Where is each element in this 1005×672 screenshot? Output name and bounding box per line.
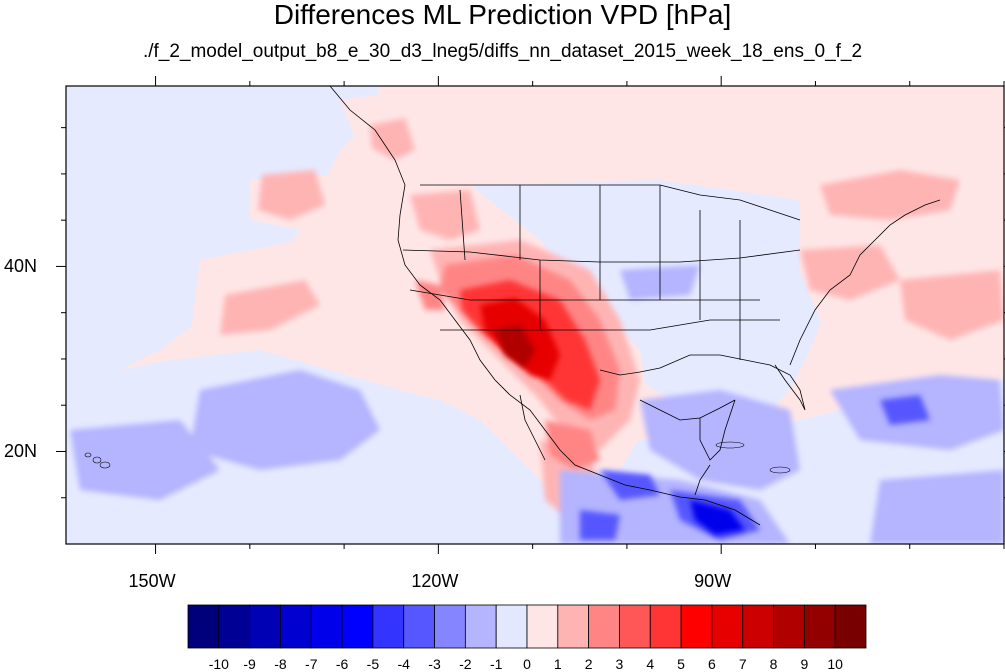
colorbar-swatch — [649, 604, 682, 649]
colorbar-label: -10 — [208, 656, 229, 672]
colorbar-swatch — [834, 604, 867, 649]
colorbar-label: -7 — [305, 656, 318, 672]
lat-label: 20N — [4, 441, 38, 462]
colorbar-swatch — [341, 604, 374, 649]
map-title: Differences ML Prediction VPD [hPa] — [273, 0, 732, 30]
colorbar-swatch — [187, 604, 220, 649]
colorbar-swatch — [680, 604, 713, 649]
colorbar-swatch — [619, 604, 651, 649]
colorbar-swatch — [249, 604, 281, 649]
colorbar-label: 0 — [523, 656, 531, 672]
colorbar-swatch — [711, 604, 744, 649]
colorbar-label: -4 — [397, 656, 410, 672]
lon-label: 90W — [694, 571, 732, 591]
colorbar-swatch — [526, 604, 559, 649]
colorbar-label: -5 — [366, 656, 380, 672]
colorbar-label: -9 — [243, 656, 256, 672]
positive-9-10-regions — [495, 325, 535, 368]
colorbar-swatch — [434, 604, 466, 649]
colorbar — [187, 604, 867, 649]
colorbar-swatch — [218, 604, 251, 649]
negative-6-8-regions — [690, 500, 745, 535]
colorbar-swatch — [773, 604, 805, 649]
map-subtitle: ./f_2_model_output_b8_e_30_d3_lneg5/diff… — [142, 41, 863, 62]
colorbar-label: 1 — [553, 656, 562, 672]
lon-label: 150W — [128, 571, 176, 591]
colorbar-swatch — [557, 604, 590, 649]
colorbar-swatch — [803, 604, 836, 649]
lon-label: 120W — [411, 571, 459, 591]
islands — [84, 441, 791, 474]
colorbar-label: -2 — [459, 656, 472, 672]
plot-frame — [65, 85, 1005, 545]
colorbar-label: 9 — [800, 656, 809, 672]
colorbar-swatch — [403, 604, 435, 649]
colorbar-swatch — [742, 604, 774, 649]
colorbar-label: 10 — [827, 656, 843, 672]
colorbar-label: 2 — [584, 656, 593, 672]
colorbar-label: 3 — [615, 656, 624, 672]
colorbar-swatch — [495, 604, 528, 649]
colorbar-label: -1 — [489, 656, 503, 672]
colorbar-swatch — [372, 604, 405, 649]
colorbar-swatch — [280, 604, 312, 649]
colorbar-label: 5 — [677, 656, 685, 672]
colorbar-label: -8 — [274, 656, 287, 672]
coastlines — [329, 86, 941, 526]
colorbar-label: 6 — [708, 656, 716, 672]
colorbar-swatch — [588, 604, 620, 649]
colorbar-swatch — [310, 604, 343, 649]
colorbar-label: 4 — [646, 656, 655, 672]
colorbar-label: -3 — [428, 656, 441, 672]
colorbar-label: 7 — [738, 656, 747, 672]
colorbar-label: -6 — [335, 656, 349, 672]
map-field — [66, 86, 1004, 544]
colorbar-swatch — [464, 604, 497, 649]
lat-label: 40N — [4, 256, 38, 277]
colorbar-label: 8 — [769, 656, 778, 672]
